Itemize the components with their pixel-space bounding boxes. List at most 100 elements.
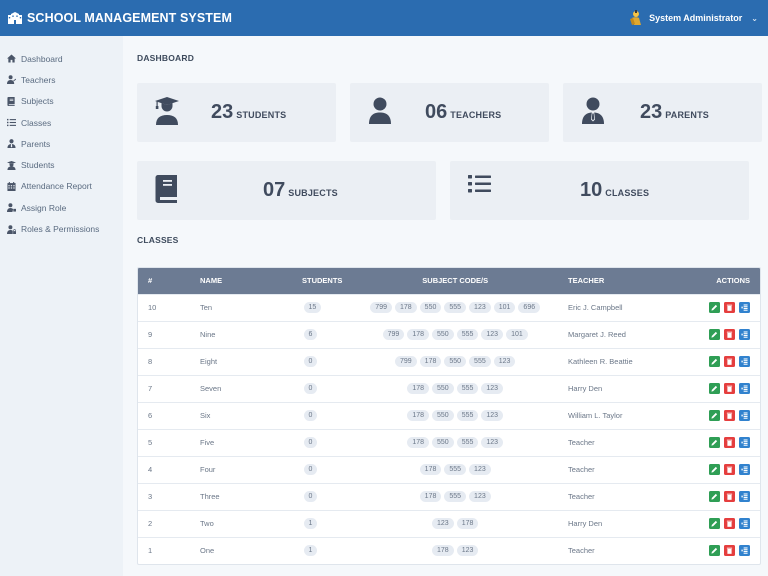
classes-label: CLASSES — [605, 188, 650, 198]
stat-card-classes[interactable]: 10 CLASSES — [450, 161, 749, 220]
class-actions — [688, 348, 760, 375]
subject-code-badge: 123 — [432, 518, 454, 529]
students-count: 23 — [211, 101, 234, 123]
trash-icon — [726, 304, 733, 311]
view-details-button[interactable] — [739, 491, 750, 502]
stat-card-students[interactable]: 23 STUDENTS — [137, 83, 336, 142]
delete-button[interactable] — [723, 518, 735, 529]
column-header-subject-codes[interactable]: SUBJECT CODE/S — [422, 276, 489, 286]
sidebar-item-label: Students — [21, 160, 55, 171]
list-details-icon — [741, 331, 748, 338]
delete-button[interactable] — [723, 302, 735, 313]
view-details-button[interactable] — [739, 383, 750, 394]
edit-button[interactable] — [708, 329, 720, 340]
class-name: Three — [200, 492, 220, 501]
table-row: 8 Eight 0 799 178 550 555 123 Kathleen R. Be… — [138, 348, 760, 375]
table-row: 1 One 1 178 123 Teacher — [138, 537, 760, 564]
delete-button[interactable] — [723, 464, 735, 475]
app-title: SCHOOL MANAGEMENT SYSTEM — [27, 11, 232, 25]
delete-button[interactable] — [723, 437, 735, 448]
user-tag-icon — [6, 203, 16, 213]
sidebar-item-students[interactable]: Students — [0, 154, 123, 175]
sidebar-item-roles-permissions[interactable]: Roles & Permissions — [0, 218, 123, 239]
students-count-badge: 15 — [303, 302, 322, 313]
sidebar-item-parents[interactable]: Parents — [0, 133, 123, 154]
edit-button[interactable] — [708, 464, 720, 475]
sidebar-item-attendance-report[interactable]: Attendance Report — [0, 176, 123, 197]
subject-code-badge: 123 — [481, 383, 504, 394]
delete-button[interactable] — [723, 383, 735, 394]
user-menu[interactable]: System Administrator ⌄ — [628, 10, 760, 26]
delete-button[interactable] — [723, 329, 735, 340]
sidebar: Dashboard Teachers Subjects Classes Pare… — [0, 36, 123, 576]
sidebar-item-dashboard[interactable]: Dashboard — [0, 48, 123, 69]
class-id: 8 — [148, 357, 153, 366]
teachers-count: 06 — [425, 101, 448, 123]
edit-button[interactable] — [708, 491, 720, 502]
subject-code-badge: 799 — [394, 356, 417, 367]
pencil-icon — [711, 439, 717, 446]
view-details-button[interactable] — [739, 302, 750, 313]
delete-button[interactable] — [723, 545, 735, 557]
stat-card-parents[interactable]: 23 PARENTS — [563, 83, 762, 142]
column-header-name[interactable]: NAME — [200, 276, 223, 286]
class-teacher: William L. Taylor — [568, 411, 623, 420]
delete-button[interactable] — [723, 491, 735, 502]
table-row: 2 Two 1 123 178 Harry Den — [138, 510, 760, 537]
sidebar-item-classes[interactable]: Classes — [0, 112, 123, 133]
subject-code-badge: 123 — [469, 464, 491, 475]
view-details-button[interactable] — [739, 356, 750, 367]
students-count-badge: 0 — [303, 356, 318, 367]
edit-button[interactable] — [708, 545, 720, 557]
trash-icon — [726, 358, 733, 365]
sidebar-item-teachers[interactable]: Teachers — [0, 69, 123, 90]
edit-button[interactable] — [708, 302, 720, 313]
students-count-badge: 0 — [303, 383, 318, 394]
view-details-button[interactable] — [739, 329, 750, 340]
stat-card-subjects[interactable]: 07 SUBJECTS — [137, 161, 436, 220]
edit-button[interactable] — [708, 356, 720, 367]
view-details-button[interactable] — [739, 410, 750, 421]
column-header-teacher[interactable]: TEACHER — [568, 276, 605, 286]
list-details-icon — [741, 439, 748, 446]
class-actions — [688, 456, 760, 483]
list-details-icon — [741, 547, 748, 554]
class-subject-codes: 178 555 123 — [352, 483, 558, 510]
subject-code-badge: 550 — [444, 356, 467, 367]
stat-card-teachers[interactable]: 06 TEACHERS — [350, 83, 549, 142]
sidebar-item-subjects[interactable]: Subjects — [0, 91, 123, 112]
subject-code-badge: 178 — [407, 410, 430, 421]
sidebar-item-assign-role[interactable]: Assign Role — [0, 197, 123, 218]
view-details-button[interactable] — [739, 545, 750, 557]
subject-code-badge: 178 — [432, 545, 454, 557]
edit-button[interactable] — [708, 410, 720, 421]
subject-code-badge: 550 — [419, 302, 442, 313]
calendar-icon — [6, 181, 16, 191]
view-details-button[interactable] — [739, 518, 750, 529]
table-row: 9 Nine 6 799 178 550 555 123 101 Margaret J. … — [138, 321, 760, 348]
trash-icon — [726, 547, 733, 555]
edit-button[interactable] — [708, 383, 720, 394]
class-teacher: Teacher — [568, 546, 595, 556]
class-actions — [688, 321, 760, 348]
subject-code-badge: 178 — [419, 491, 442, 502]
column-header-students[interactable]: STUDENTS — [302, 276, 343, 286]
pencil-icon — [711, 548, 717, 554]
column-header-id[interactable]: # — [148, 276, 153, 286]
brand[interactable]: SCHOOL MANAGEMENT SYSTEM — [8, 11, 232, 25]
class-teacher: Harry Den — [568, 519, 603, 528]
class-subject-codes: 178 550 555 123 — [352, 402, 558, 429]
classes-section-title: CLASSES — [137, 235, 179, 245]
subject-code-badge: 550 — [432, 383, 454, 394]
subject-code-badge: 178 — [419, 464, 442, 475]
view-details-button[interactable] — [739, 464, 750, 475]
delete-button[interactable] — [723, 356, 735, 367]
edit-button[interactable] — [708, 518, 720, 529]
view-details-button[interactable] — [739, 437, 750, 448]
list-details-icon — [741, 520, 748, 527]
list-details-icon — [741, 358, 748, 365]
class-students: 1 — [292, 510, 352, 537]
delete-button[interactable] — [723, 410, 735, 421]
edit-button[interactable] — [708, 437, 720, 448]
students-count-badge: 1 — [303, 518, 318, 529]
